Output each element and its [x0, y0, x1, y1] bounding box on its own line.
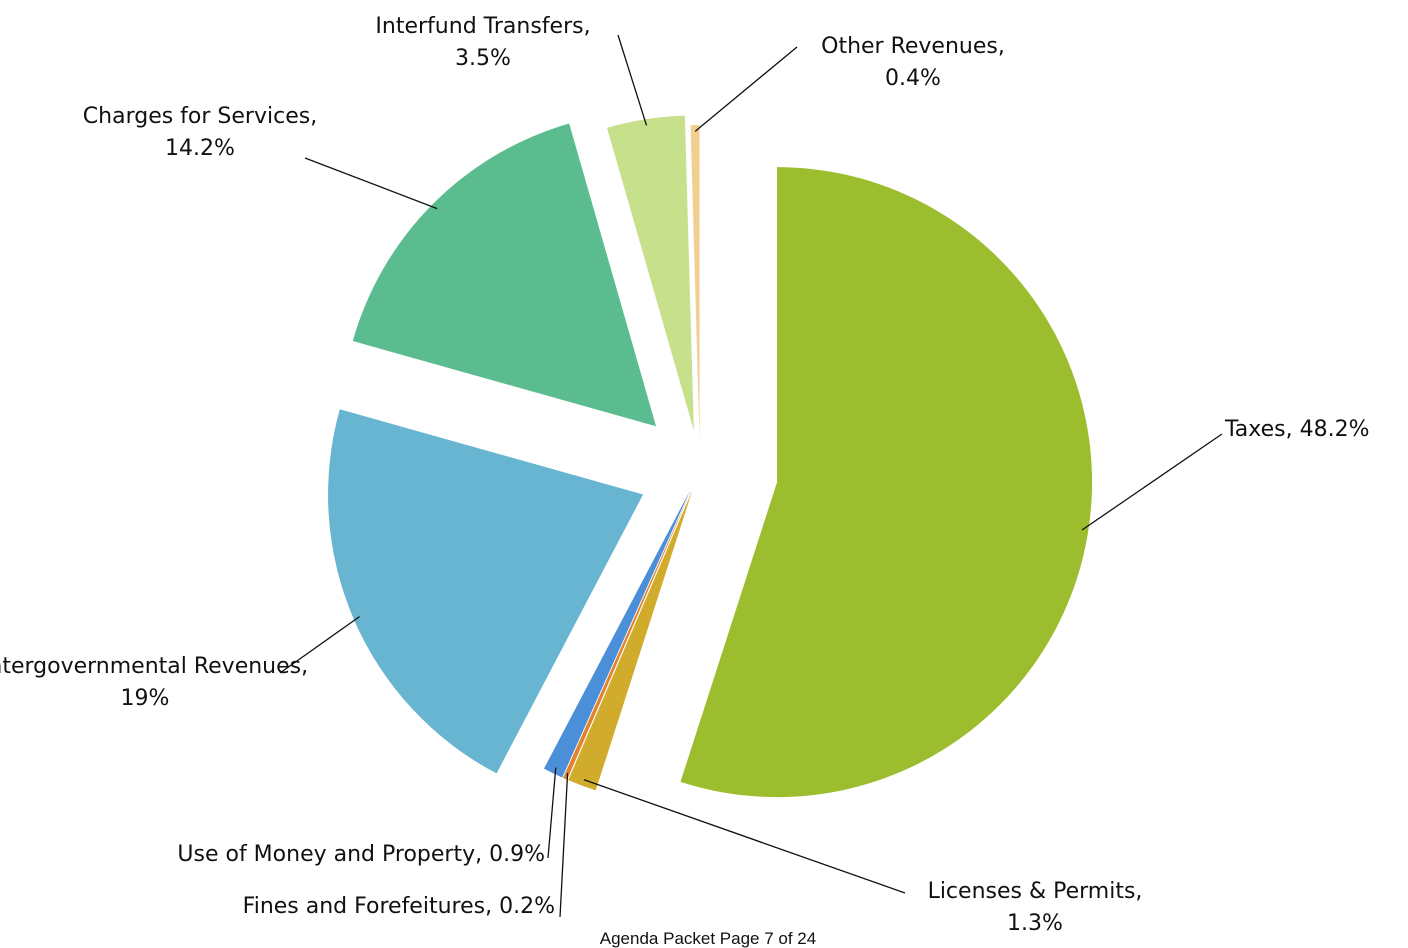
- data-label: Charges for Services, 14.2%: [83, 104, 317, 161]
- label-value: 14.2%: [165, 136, 235, 161]
- pie-slice: [568, 490, 693, 791]
- leader-line: [559, 772, 569, 918]
- label-separator: ,: [301, 654, 308, 679]
- pie-slice: [352, 123, 657, 427]
- label-value: 3.5%: [455, 46, 511, 71]
- label-value: 48.2%: [1300, 417, 1370, 442]
- data-label: Fines and Forefeitures, 0.2%: [243, 894, 555, 919]
- label-separator: ,: [1135, 879, 1142, 904]
- data-label: Intergovernmental Revenues, 19%: [0, 654, 308, 711]
- label-category: Interfund Transfers: [375, 14, 583, 39]
- label-category: Licenses & Permits: [928, 879, 1136, 904]
- label-category: Other Revenues: [821, 34, 998, 59]
- label-value: 0.2%: [499, 894, 555, 919]
- pie-slice: [690, 125, 700, 441]
- data-label: Use of Money and Property, 0.9%: [177, 842, 545, 867]
- label-separator: ,: [475, 842, 489, 867]
- data-label: Interfund Transfers, 3.5%: [375, 14, 590, 71]
- data-label: Licenses & Permits, 1.3%: [928, 879, 1143, 936]
- label-value: 1.3%: [1007, 911, 1063, 936]
- label-separator: ,: [310, 104, 317, 129]
- label-separator: ,: [485, 894, 499, 919]
- leader-line: [617, 34, 648, 126]
- label-value: 0.4%: [885, 66, 941, 91]
- data-label: Other Revenues, 0.4%: [821, 34, 1005, 91]
- pie-slice: [563, 490, 692, 780]
- label-separator: ,: [584, 14, 591, 39]
- leader-line: [583, 779, 906, 894]
- label-category: Taxes: [1224, 417, 1286, 442]
- label-category: Intergovernmental Revenues: [0, 654, 301, 679]
- leader-line: [1081, 433, 1223, 531]
- label-value: 19%: [121, 686, 170, 711]
- pie-slice: [680, 167, 1093, 798]
- label-category: Use of Money and Property: [177, 842, 475, 867]
- label-separator: ,: [998, 34, 1005, 59]
- leader-line: [694, 46, 798, 132]
- label-category: Fines and Forefeitures: [243, 894, 485, 919]
- label-value: 0.9%: [489, 842, 545, 867]
- pie-slice: [606, 115, 694, 431]
- leader-line: [547, 767, 557, 859]
- pie-slice: [328, 409, 644, 774]
- label-separator: ,: [1286, 417, 1300, 442]
- leader-line: [279, 616, 360, 674]
- data-label: Taxes, 48.2%: [1224, 417, 1370, 442]
- page-footer: Agenda Packet Page 7 of 24: [600, 929, 816, 948]
- pie-slice: [543, 489, 691, 778]
- leader-line: [304, 157, 438, 210]
- label-category: Charges for Services: [83, 104, 310, 129]
